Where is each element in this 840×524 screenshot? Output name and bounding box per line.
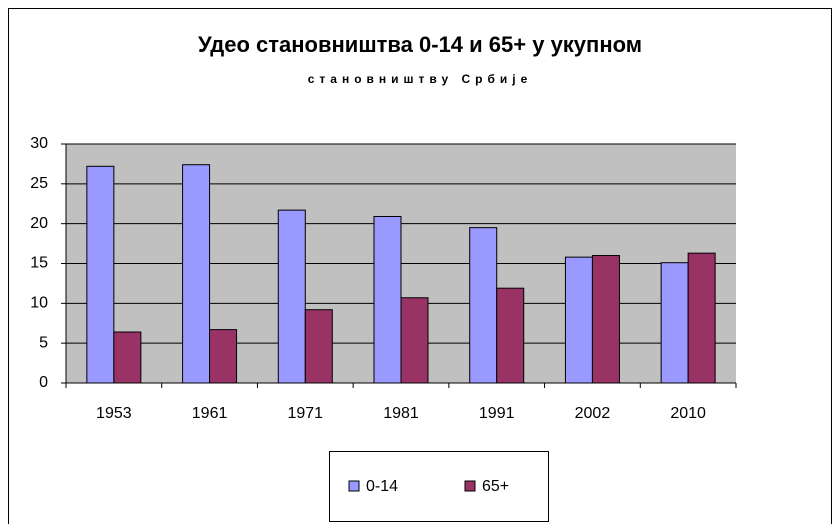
bar (591, 255, 620, 384)
chart-title: Удео становништва 0-14 и 65+ у укупном (198, 32, 642, 57)
x-tick-label: 1953 (96, 405, 132, 422)
bar (496, 287, 525, 384)
bar (86, 165, 115, 384)
x-tick-label: 2010 (670, 405, 706, 422)
y-tick-label: 15 (30, 255, 48, 272)
x-tick-label: 1981 (383, 405, 419, 422)
bar (277, 209, 306, 384)
y-tick-label: 5 (39, 334, 48, 351)
legend (329, 451, 549, 522)
legend-label: 65+ (482, 478, 509, 495)
bar (304, 309, 333, 384)
bar (687, 252, 716, 384)
bar (660, 262, 689, 384)
bar (182, 164, 211, 384)
legend-label: 0-14 (366, 478, 398, 495)
bar (469, 227, 498, 384)
chart-subtitle: становништву Србије (308, 72, 533, 86)
y-tick-label: 10 (30, 295, 48, 312)
x-tick-label: 1961 (192, 405, 228, 422)
bar (209, 329, 238, 384)
legend-swatch (348, 480, 360, 492)
bar (400, 297, 429, 384)
y-tick-label: 30 (30, 135, 48, 152)
bar (564, 256, 593, 384)
y-tick-label: 25 (30, 175, 48, 192)
chart-border (8, 8, 832, 524)
bar (373, 215, 402, 384)
x-tick-label: 1971 (287, 405, 323, 422)
x-tick-label: 1991 (479, 405, 515, 422)
x-tick-label: 2002 (575, 405, 611, 422)
y-tick-label: 20 (30, 215, 48, 232)
legend-swatch (464, 480, 476, 492)
bar (113, 331, 142, 384)
y-tick-label: 0 (39, 374, 48, 391)
